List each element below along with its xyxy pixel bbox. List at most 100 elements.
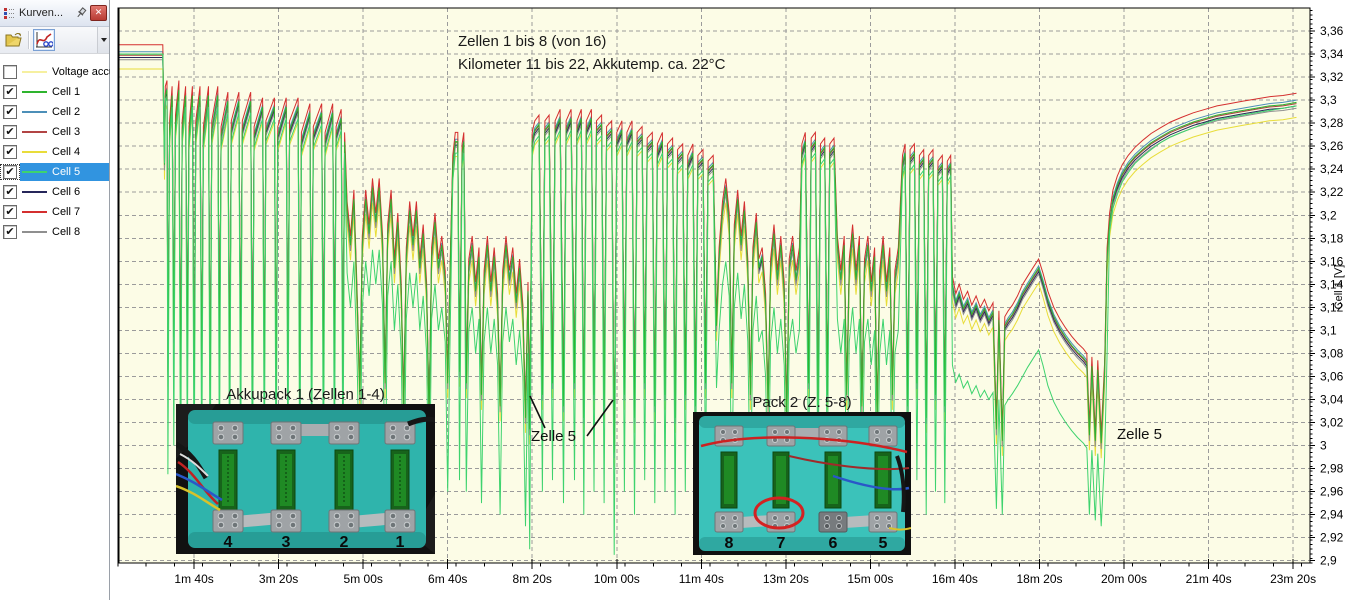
y-tick-label: 3,08 bbox=[1320, 346, 1344, 360]
x-tick-label: 16m 40s bbox=[932, 572, 978, 586]
series-cell-5 bbox=[118, 53, 1297, 555]
legend-label: Cell 2 bbox=[52, 106, 81, 118]
y-tick-label: 3,22 bbox=[1320, 185, 1344, 199]
legend-checkbox[interactable] bbox=[0, 184, 20, 200]
y-tick-label: 3,12 bbox=[1320, 300, 1344, 314]
x-tick-label: 13m 20s bbox=[763, 572, 809, 586]
axis-ticks bbox=[117, 9, 1315, 569]
panel-header: Kurven... ✕ bbox=[0, 0, 109, 27]
y-tick-label: 3,1 bbox=[1320, 323, 1337, 337]
legend-label: Cell 3 bbox=[52, 126, 81, 138]
legend-row-voltage-accu[interactable]: Voltage accu bbox=[0, 62, 115, 82]
annotation-leader-line bbox=[529, 395, 546, 429]
x-tick-label: 11m 40s bbox=[679, 572, 724, 586]
chart-title-line2: Kilometer 11 bis 22, Akkutemp. ca. 22°C bbox=[458, 56, 726, 73]
photo-pack2: Pack 2 (Z. 5-8) bbox=[693, 394, 912, 560]
legend-row-cell-4[interactable]: Cell 4 bbox=[0, 142, 109, 162]
legend-row-cell-7[interactable]: Cell 7 bbox=[0, 202, 109, 222]
legend-checkbox[interactable] bbox=[0, 204, 20, 220]
legend-row-cell-8[interactable]: Cell 8 bbox=[0, 222, 109, 242]
y-tick-label: 3 bbox=[1320, 439, 1327, 453]
photo1-cell-number: 1 bbox=[396, 534, 405, 551]
y-tick-label: 3,02 bbox=[1320, 416, 1344, 430]
panel-toolbar bbox=[0, 27, 109, 54]
legend-label: Cell 4 bbox=[52, 146, 81, 158]
legend-color-line bbox=[22, 191, 47, 193]
legend-color-line bbox=[22, 71, 47, 73]
x-tick-label: 5m 00s bbox=[344, 572, 383, 586]
y-tick-label: 3,34 bbox=[1320, 47, 1344, 61]
panel-title: Kurven... bbox=[19, 7, 64, 19]
y-axis-title: Cell 1 [V] bbox=[1333, 265, 1345, 310]
legend-checkbox[interactable] bbox=[0, 164, 20, 180]
curves-visibility-icon bbox=[35, 31, 53, 49]
y-tick-label: 2,96 bbox=[1320, 485, 1344, 499]
pin-icon[interactable] bbox=[73, 6, 88, 20]
open-file-button[interactable] bbox=[3, 29, 25, 51]
legend-checkbox[interactable] bbox=[0, 84, 20, 100]
x-tick-label: 8m 20s bbox=[513, 572, 552, 586]
y-tick-label: 3,2 bbox=[1320, 208, 1337, 222]
y-tick-label: 3,24 bbox=[1320, 162, 1344, 176]
y-tick-label: 3,26 bbox=[1320, 139, 1344, 153]
x-tick-label: 18m 20s bbox=[1016, 572, 1062, 586]
x-tick-label: 23m 20s bbox=[1270, 572, 1316, 586]
y-tick-label: 2,98 bbox=[1320, 462, 1344, 476]
legend-label: Cell 7 bbox=[52, 206, 81, 218]
legend-checkbox[interactable] bbox=[0, 64, 20, 80]
y-tick-label: 2,9 bbox=[1320, 554, 1337, 568]
photo2-cell-number: 8 bbox=[725, 535, 734, 552]
legend-checkbox[interactable] bbox=[0, 144, 20, 160]
photo2-cell-number: 7 bbox=[777, 535, 786, 552]
y-tick-label: 2,94 bbox=[1320, 508, 1344, 522]
curves-panel: Kurven... ✕ bbox=[0, 0, 115, 600]
legend-row-cell-5[interactable]: Cell 5 bbox=[0, 162, 109, 182]
photo1-caption: Akkupack 1 (Zellen 1-4) bbox=[226, 386, 385, 403]
legend-color-line bbox=[22, 211, 47, 213]
legend-label: Cell 1 bbox=[52, 86, 81, 98]
legend-label: Cell 8 bbox=[52, 226, 81, 238]
x-tick-label: 6m 40s bbox=[428, 572, 467, 586]
battery-pack-photo-2: 8 7 6 5 bbox=[693, 412, 912, 555]
legend-checkbox[interactable] bbox=[0, 224, 20, 240]
photo2-cell-number: 5 bbox=[879, 535, 888, 552]
chart-region: 1m 40s 3m 20s 5m 00s 6m 40s 8m 20s 10m 00s 11m… bbox=[110, 0, 1356, 600]
toolbar-separator bbox=[28, 31, 30, 49]
chart-title: Zellen 1 bis 8 (von 16) Kilometer 11 bis… bbox=[458, 30, 726, 76]
y-tick-label: 3,14 bbox=[1320, 277, 1344, 291]
legend-row-cell-2[interactable]: Cell 2 bbox=[0, 102, 109, 122]
x-tick-label: 10m 00s bbox=[594, 572, 640, 586]
curves-visibility-button[interactable] bbox=[33, 29, 55, 51]
photo1-cell-number: 4 bbox=[224, 534, 233, 551]
photo-akkupack1: Akkupack 1 (Zellen 1-4) bbox=[174, 386, 436, 559]
x-tick-label: 3m 20s bbox=[259, 572, 298, 586]
x-tick-label: 15m 00s bbox=[847, 572, 893, 586]
legend-row-cell-1[interactable]: Cell 1 bbox=[0, 82, 109, 102]
legend-color-line bbox=[22, 231, 47, 233]
legend-row-cell-3[interactable]: Cell 3 bbox=[0, 122, 109, 142]
annotation-leader-line bbox=[586, 399, 614, 437]
y-tick-label: 3,16 bbox=[1320, 254, 1344, 268]
legend-label: Cell 6 bbox=[52, 186, 81, 198]
legend-label: Cell 5 bbox=[52, 166, 81, 178]
legend-color-line bbox=[22, 131, 47, 133]
y-tick-label: 3,28 bbox=[1320, 116, 1344, 130]
x-tick-label: 20m 00s bbox=[1101, 572, 1147, 586]
photo2-cell-number: 6 bbox=[829, 535, 838, 552]
y-tick-label: 3,3 bbox=[1320, 93, 1337, 107]
dropdown-arrow-icon[interactable] bbox=[97, 27, 109, 53]
legend-row-cell-6[interactable]: Cell 6 bbox=[0, 182, 109, 202]
y-tick-label: 3,18 bbox=[1320, 231, 1344, 245]
y-tick-label: 3,06 bbox=[1320, 369, 1344, 383]
red-ellipse-highlight bbox=[753, 496, 805, 530]
photo1-cell-number: 2 bbox=[340, 534, 349, 551]
battery-pack-photo-1: 4 3 2 1 bbox=[174, 404, 436, 554]
y-tick-label: 3,04 bbox=[1320, 392, 1344, 406]
legend-list: Voltage accu Cell 1 Cell 2 Cell 3 Cell 4… bbox=[0, 54, 115, 242]
x-tick-label: 1m 40s bbox=[174, 572, 213, 586]
legend-checkbox[interactable] bbox=[0, 104, 20, 120]
y-tick-label: 3,32 bbox=[1320, 70, 1344, 84]
legend-checkbox[interactable] bbox=[0, 124, 20, 140]
legend-color-line bbox=[22, 171, 47, 173]
close-icon[interactable]: ✕ bbox=[90, 5, 107, 21]
